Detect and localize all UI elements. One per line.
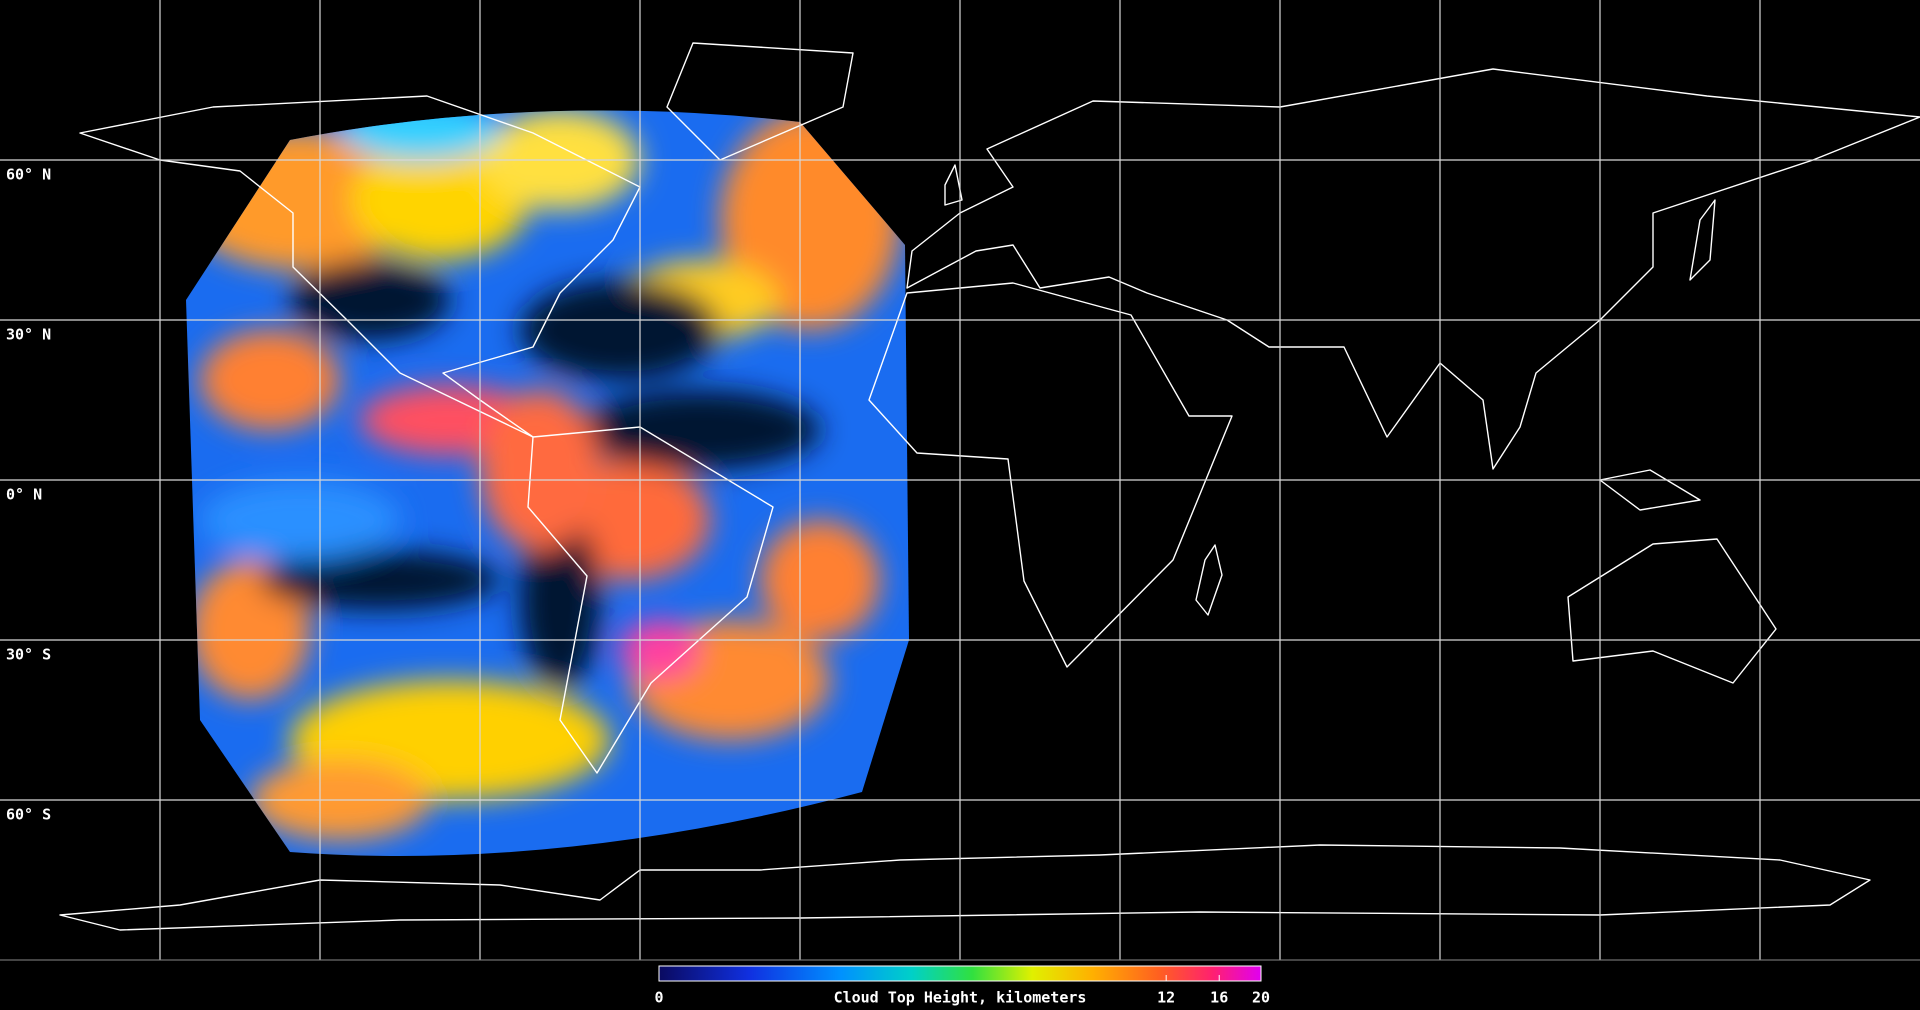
graticule: 60° N 30° N 0° N 30° S 60° S <box>0 0 1920 960</box>
colorbar-tick-label: 12 <box>1157 989 1175 1007</box>
colorbar-ramp <box>658 965 1262 982</box>
latitude-label: 30° S <box>6 646 51 664</box>
colorbar-tick-label: 0 <box>654 989 663 1007</box>
colorbar-label: Cloud Top Height, kilometers <box>834 989 1087 1007</box>
latitude-label: 60° S <box>6 806 51 824</box>
latitude-label: 0° N <box>6 486 42 504</box>
satellite-image <box>186 110 909 856</box>
colorbar-tick-label: 16 <box>1210 989 1228 1007</box>
latitude-label: 30° N <box>6 326 51 344</box>
colorbar: Cloud Top Height, kilometers 0 12 16 20 <box>654 965 1270 1007</box>
colorbar-tick-label: 20 <box>1252 989 1270 1007</box>
latitude-label: 60° N <box>6 166 51 184</box>
